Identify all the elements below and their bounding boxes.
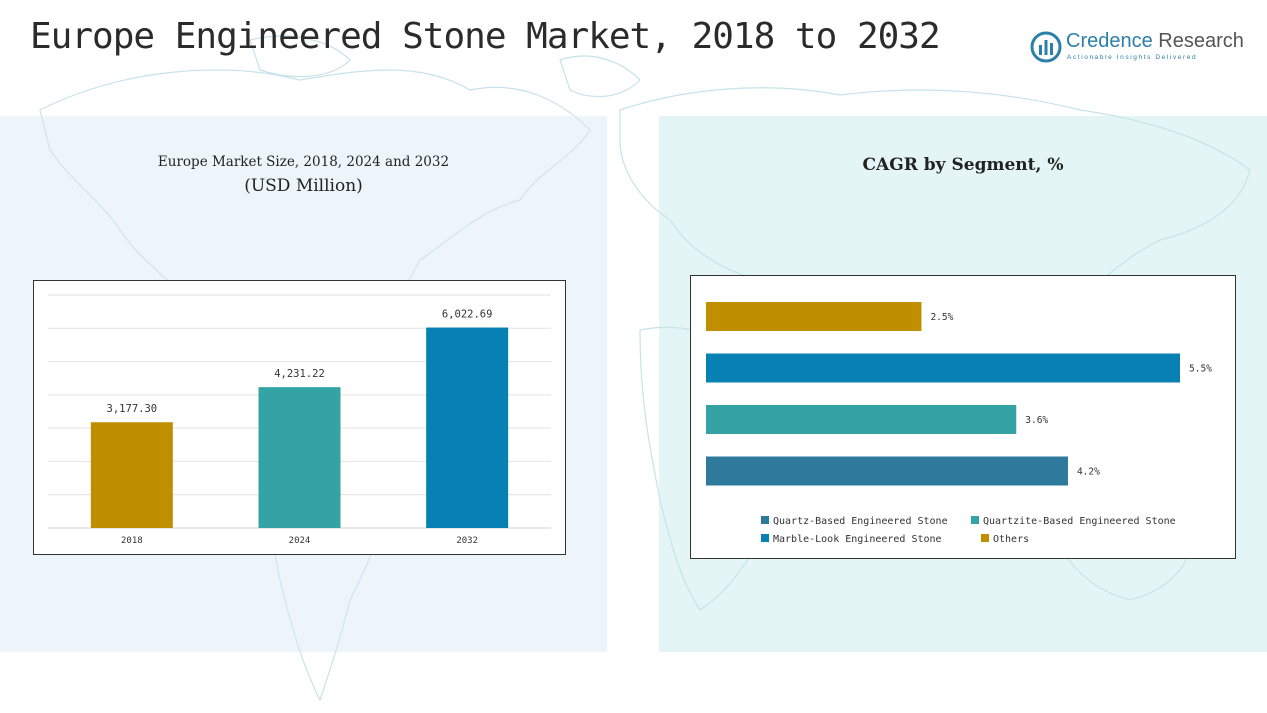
- bar-value-label: 5.5%: [1189, 364, 1212, 375]
- legend-item: Marble-Look Engineered Stone: [761, 534, 942, 545]
- bar-2018: [90, 422, 173, 528]
- legend-label: Quartzite-Based Engineered Stone: [983, 516, 1176, 527]
- x-tick-label: 2032: [456, 536, 478, 546]
- legend-item: Quartz-Based Engineered Stone: [761, 516, 948, 527]
- legend-swatch: [981, 534, 989, 542]
- x-tick-label: 2024: [289, 536, 311, 546]
- cagr-chart-title: CAGR by Segment, %: [862, 155, 1064, 175]
- cagr-chart-svg: 2.5% 5.5% 3.6% 4.2%: [706, 302, 1212, 486]
- market-size-chart: 3,177.30 2018 4,231.22 2024 6,022.69 2032: [33, 280, 566, 555]
- logo-name-part1: Credence: [1066, 30, 1153, 52]
- cagr-chart: 2.5% 5.5% 3.6% 4.2% Quartz-Based Engineered…: [690, 275, 1236, 559]
- logo-tagline: Actionable Insights Delivered: [1067, 54, 1198, 61]
- bar-chart-circle-icon: [1030, 31, 1062, 63]
- legend-swatch: [761, 516, 769, 524]
- legend-label: Marble-Look Engineered Stone: [773, 534, 942, 545]
- bar-quartz-based-engineered-stone: [706, 456, 1068, 486]
- bar-value-label: 3,177.30: [107, 403, 158, 415]
- x-tick-label: 2018: [121, 536, 143, 546]
- bar-value-label: 2.5%: [930, 312, 953, 323]
- logo-name-part2: Research: [1152, 30, 1244, 52]
- bar-others: [706, 302, 922, 331]
- logo-name: Credence Research: [1066, 30, 1244, 53]
- legend-swatch: [761, 534, 769, 542]
- market-size-chart-title: Europe Market Size, 2018, 2024 and 2032: [157, 154, 450, 170]
- legend-label: Quartz-Based Engineered Stone: [773, 516, 948, 527]
- bar-value-label: 3.6%: [1025, 415, 1048, 426]
- legend-item: Others: [981, 534, 1029, 545]
- page-title: Europe Engineered Stone Market, 2018 to …: [30, 16, 941, 57]
- credence-research-logo[interactable]: Credence Research Actionable Insights De…: [1030, 30, 1244, 66]
- bar-2024: [258, 387, 341, 528]
- bar-quartzite-based-engineered-stone: [706, 405, 1017, 434]
- market-size-chart-subtitle: (USD Million): [244, 176, 363, 196]
- bar-value-label: 6,022.69: [442, 309, 493, 321]
- bar-value-label: 4,231.22: [274, 368, 325, 380]
- bar-value-label: 4.2%: [1077, 467, 1100, 478]
- legend-swatch: [971, 516, 979, 524]
- market-size-chart-svg: 3,177.30 2018 4,231.22 2024 6,022.69 2032: [48, 294, 551, 546]
- legend-item: Quartzite-Based Engineered Stone: [971, 516, 1176, 527]
- bar-marble-look-engineered-stone: [706, 353, 1180, 383]
- bar-2032: [426, 327, 509, 528]
- legend-label: Others: [993, 534, 1030, 545]
